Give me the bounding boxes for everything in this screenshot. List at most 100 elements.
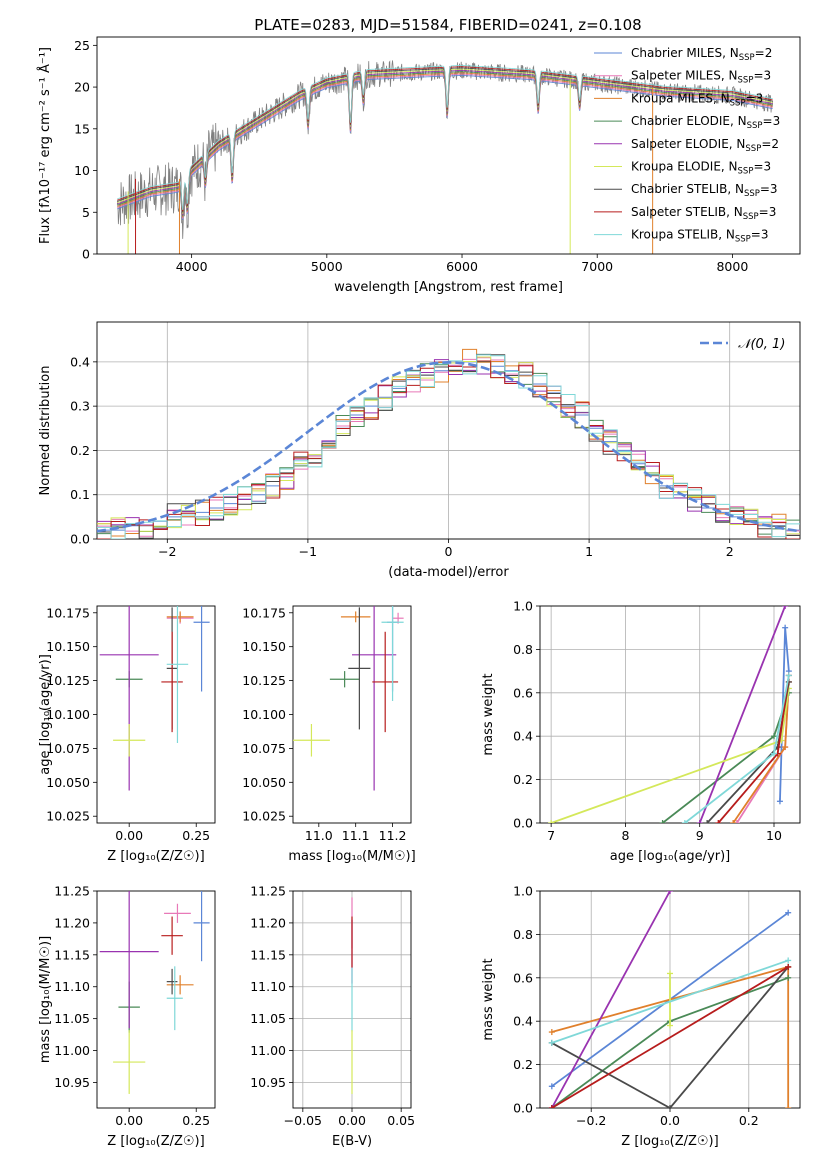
y-tick-label: 0.2 — [513, 1057, 533, 1072]
x-tick-label: 0.0 — [660, 1113, 680, 1128]
y-tick-label: 11.00 — [250, 1043, 286, 1058]
x-tick-label: 7 — [547, 828, 555, 843]
y-tick-label: 10.100 — [242, 707, 286, 722]
y-tick-label: 0.6 — [513, 685, 533, 700]
weight-series-line — [551, 966, 789, 1108]
x-tick-label: −0.2 — [576, 1113, 606, 1128]
legend-label: Salpeter STELIB, NSSP=3 — [631, 205, 776, 222]
x-axis-label: age [log₁₀(age/yr)] — [610, 849, 731, 864]
x-tick-label: 8 — [621, 828, 629, 843]
y-tick-label: 11.15 — [54, 947, 90, 962]
y-tick-label: 11.00 — [54, 1043, 90, 1058]
y-tick-label: 11.20 — [250, 915, 286, 930]
x-tick-label: 0.2 — [739, 1113, 759, 1128]
x-tick-label: 0.25 — [182, 828, 210, 843]
y-tick-label: 10.95 — [250, 1075, 286, 1090]
weight-series-line — [550, 688, 790, 823]
x-axis-label: mass [log₁₀(M/M☉)] — [288, 849, 415, 864]
spectrum-lines — [116, 60, 774, 254]
y-axis-label: age [log₁₀(age/yr)] — [38, 654, 53, 775]
figure-title: PLATE=0283, MJD=51584, FIBERID=0241, z=0… — [254, 16, 641, 34]
y-tick-label: 11.20 — [54, 915, 90, 930]
error-bars — [293, 606, 404, 791]
x-tick-label: 7000 — [581, 259, 613, 274]
x-tick-label: 0 — [445, 544, 453, 559]
age-vs-mass-panel: 11.0 11.1 11.2 10.025 10.050 10.075 10.100 10.1… — [242, 605, 415, 864]
age-vs-Z-panel: 0.00 0.25 10.025 10.050 10.075 10.100 10.125 10… — [38, 605, 216, 864]
y-tick-label: 10 — [74, 163, 90, 178]
x-tick-label: −0.05 — [284, 1113, 322, 1128]
y-tick-label: 10.175 — [46, 605, 90, 620]
x-tick-label: 11.2 — [379, 828, 407, 843]
legend-label: Kroupa STELIB, NSSP=3 — [631, 228, 769, 245]
weight-series-line — [551, 959, 789, 1044]
y-tick-label: 10.175 — [242, 605, 286, 620]
axes-frame — [292, 605, 412, 824]
histogram-steps — [97, 348, 800, 539]
x-tick-label: −2 — [158, 544, 176, 559]
y-tick-label: 11.25 — [54, 884, 90, 899]
legend-label: Chabrier ELODIE, NSSP=3 — [631, 114, 780, 131]
y-tick-label: 0.4 — [513, 1014, 533, 1029]
weight-lines — [548, 606, 792, 823]
x-tick-label: 10 — [766, 828, 782, 843]
weight-vs-age-panel: 7 8 9 10 0.0 0.2 0.4 0.6 0.8 1.0 age [log₁₀(age/yr… — [481, 599, 801, 864]
y-tick-label: 10.075 — [46, 741, 90, 756]
y-tick-label: 0.2 — [513, 772, 533, 787]
y-tick-label: 10.125 — [242, 673, 286, 688]
x-axis-label: Z [log₁₀(Z/Z☉)] — [621, 1134, 718, 1149]
error-bars — [99, 606, 210, 791]
y-tick-label: 10.125 — [46, 673, 90, 688]
y-tick-label: 0.8 — [513, 642, 533, 657]
weight-vs-Z-panel: −0.2 0.0 0.2 0.0 0.2 0.4 0.6 0.8 1.0 Z [log₁₀(Z/Z… — [481, 884, 801, 1149]
y-tick-label: 10.025 — [242, 809, 286, 824]
x-tick-label: 0.00 — [115, 1113, 143, 1128]
y-tick-label: 10.025 — [46, 809, 90, 824]
legend-label: Kroupa ELODIE, NSSP=3 — [631, 160, 771, 177]
y-tick-label: 1.0 — [513, 884, 533, 899]
x-tick-label: 5000 — [311, 259, 343, 274]
y-tick-label: 20 — [74, 80, 90, 95]
weight-series-line — [551, 966, 789, 1108]
y-tick-label: 0.0 — [513, 1101, 533, 1116]
y-tick-label: 11.05 — [250, 1011, 286, 1026]
x-axis-label: wavelength [Angstrom, rest frame] — [334, 280, 563, 295]
legend-label: Chabrier STELIB, NSSP=3 — [631, 182, 778, 199]
y-tick-label: 11.10 — [250, 979, 286, 994]
x-tick-label: 11.0 — [305, 828, 333, 843]
x-tick-label: 0.25 — [182, 1113, 210, 1128]
weight-series-line — [551, 891, 671, 1108]
error-bars — [99, 891, 210, 1094]
figure-plots: 4000 5000 6000 7000 80000510152025wavelength… — [37, 36, 801, 1149]
x-tick-label: −1 — [299, 544, 317, 559]
x-tick-label: 2 — [726, 544, 734, 559]
y-axis-label: Flux [fλ10⁻¹⁷ erg cm⁻² s⁻¹ Å⁻¹] — [37, 47, 53, 244]
axes-frame — [96, 605, 216, 824]
y-tick-label: 0 — [82, 247, 90, 262]
y-tick-label: 25 — [74, 38, 90, 53]
y-tick-label: 10.050 — [242, 775, 286, 790]
y-axis-label: mass weight — [481, 673, 496, 755]
y-tick-label: 15 — [74, 121, 90, 136]
axes-frame — [96, 321, 801, 540]
x-tick-label: 6000 — [446, 259, 478, 274]
y-tick-label: 0.6 — [513, 970, 533, 985]
y-tick-label: 0.2 — [70, 443, 90, 458]
legend-label: Salpeter MILES, NSSP=3 — [631, 69, 771, 86]
x-axis-label: (data-model)/error — [388, 565, 509, 580]
y-tick-label: 10.100 — [46, 707, 90, 722]
y-tick-label: 11.25 — [250, 884, 286, 899]
normal-curve — [97, 361, 800, 533]
x-axis-label: Z [log₁₀(Z/Z☉)] — [107, 849, 204, 864]
legend-label: 𝒩(0, 1) — [738, 337, 785, 352]
y-tick-label: 11.10 — [54, 979, 90, 994]
x-tick-label: 0.00 — [338, 1113, 366, 1128]
y-axis-label: mass [log₁₀(M/M☉)] — [38, 936, 53, 1063]
y-axis-label: mass weight — [481, 958, 496, 1040]
x-tick-label: 4000 — [176, 259, 208, 274]
y-tick-label: 10.150 — [46, 639, 90, 654]
x-axis-label: E(B-V) — [332, 1134, 372, 1149]
y-tick-label: 10.150 — [242, 639, 286, 654]
x-tick-label: 9 — [696, 828, 704, 843]
y-tick-label: 5 — [82, 205, 90, 220]
